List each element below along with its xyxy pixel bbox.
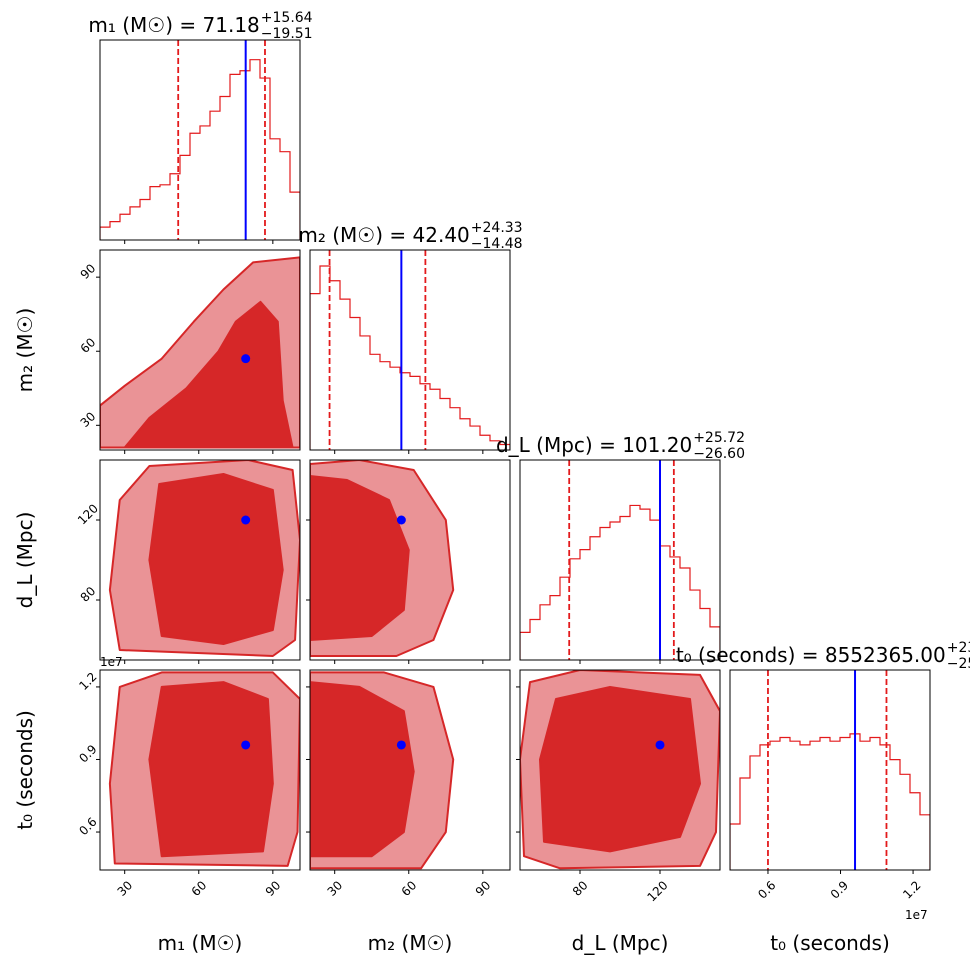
y-tick-label: 30 <box>78 409 99 430</box>
panel-frame <box>519 669 721 871</box>
panel-title: m₂ (M☉) = 42.40 <box>298 223 469 247</box>
y-tick-label: 0.6 <box>76 815 99 838</box>
panel-content <box>100 256 300 449</box>
panel-hist-m2: m₂ (M☉) = 42.40 +24.33−14.48 <box>298 220 523 454</box>
x-axis-label-m2: m₂ (M☉) <box>368 931 453 955</box>
x-tick-label: 60 <box>189 878 210 899</box>
truth-point <box>241 740 251 750</box>
y-tick-label: 80 <box>78 584 99 605</box>
panel-m1-t0: 30 60 90 0.6 0.9 1.2 <box>76 669 301 899</box>
x-tick-label: 120 <box>645 878 671 904</box>
y-tick-label: 0.9 <box>76 742 99 765</box>
panel-frame <box>99 459 301 661</box>
title-lower-error: −19.51 <box>261 26 313 42</box>
panel-content <box>310 671 455 870</box>
panel-m2-t0: 30 60 90 <box>306 669 511 899</box>
panel-title: m₁ (M☉) = 71.18 <box>88 13 259 37</box>
y-axis-label-m2: m₂ (M☉) <box>13 308 37 393</box>
x-offset-text: 1e7 <box>905 908 928 922</box>
contour-inner-region <box>539 685 701 853</box>
histogram-step <box>310 265 510 450</box>
panel-content <box>310 460 455 657</box>
x-axis-label-dL: d_L (Mpc) <box>572 931 669 955</box>
contour-inner-region <box>310 681 415 858</box>
panel-content <box>108 460 300 657</box>
x-tick-label: 30 <box>115 878 136 899</box>
contour-inner-region <box>310 475 410 641</box>
title-upper-error: +15.64 <box>261 10 313 26</box>
contour-inner-region <box>148 681 274 858</box>
x-tick-label: 0.9 <box>828 878 851 901</box>
panel-frame <box>309 249 511 451</box>
title-lower-error: −255 <box>947 656 970 672</box>
panel-frame <box>309 459 511 661</box>
x-axis-label-m1: m₁ (M☉) <box>158 931 243 955</box>
panel-frame <box>519 459 721 661</box>
panel-content <box>310 250 510 450</box>
panel-frame <box>99 39 301 241</box>
panel-frame <box>99 249 301 451</box>
panel-frame <box>99 669 301 871</box>
panel-m1-dL: 80 120 <box>75 459 301 664</box>
panel-frame <box>729 669 931 871</box>
x-tick-label: 30 <box>325 878 346 899</box>
title-main: m₂ (M☉) = 42.40 <box>298 223 469 247</box>
panel-content <box>520 460 720 660</box>
x-tick-label: 90 <box>263 878 284 899</box>
x-tick-label: 60 <box>399 878 420 899</box>
panel-title: d_L (Mpc) = 101.20 <box>496 433 692 457</box>
title-upper-error: +24.33 <box>471 220 523 236</box>
x-tick-label: 1.2 <box>900 878 923 901</box>
x-axis-label-t0: t₀ (seconds) <box>770 931 890 955</box>
truth-point <box>655 740 665 750</box>
panel-hist-dL: d_L (Mpc) = 101.20 +25.72−26.60 <box>496 430 745 664</box>
panel-m2-dL <box>306 459 511 664</box>
panel-title: t₀ (seconds) = 8552365.00 <box>676 643 946 667</box>
y-tick-label: 60 <box>78 335 99 356</box>
truth-point <box>241 354 251 364</box>
title-main: t₀ (seconds) = 8552365.00 <box>676 643 946 667</box>
histogram-step <box>520 504 720 660</box>
panel-m1-m2: 30 60 90 <box>78 249 301 454</box>
panel-dL-t0: 80 120 <box>516 669 721 904</box>
y-tick-label: 90 <box>78 261 99 282</box>
y-offset-text: 1e7 <box>100 655 123 669</box>
panel-content <box>108 671 300 867</box>
y-axis-label-t0: t₀ (seconds) <box>13 710 37 830</box>
y-tick-label: 1.2 <box>76 670 99 693</box>
title-upper-error: +237 <box>947 640 970 656</box>
panel-content <box>730 670 930 870</box>
title-lower-error: −26.60 <box>693 446 745 462</box>
x-tick-label: 0.6 <box>755 878 778 901</box>
panel-content <box>100 40 300 240</box>
panel-frame <box>309 669 511 871</box>
truth-point <box>396 515 406 525</box>
histogram-step <box>730 733 930 870</box>
y-tick-label: 120 <box>75 501 101 527</box>
truth-point <box>396 740 406 750</box>
title-lower-error: −14.48 <box>471 236 523 252</box>
y-axis-label-dL: d_L (Mpc) <box>13 512 37 609</box>
contour-inner-region <box>148 473 284 645</box>
title-upper-error: +25.72 <box>693 430 745 446</box>
panel-content <box>520 670 720 870</box>
panel-hist-m1: m₁ (M☉) = 71.18 +15.64−19.51 <box>88 10 313 244</box>
title-main: m₁ (M☉) = 71.18 <box>88 13 259 37</box>
truth-point <box>241 515 251 525</box>
contour-inner-region <box>123 300 294 449</box>
x-tick-label: 90 <box>473 878 494 899</box>
histogram-step <box>100 59 300 240</box>
x-tick-label: 80 <box>570 878 591 899</box>
title-main: d_L (Mpc) = 101.20 <box>496 433 692 457</box>
